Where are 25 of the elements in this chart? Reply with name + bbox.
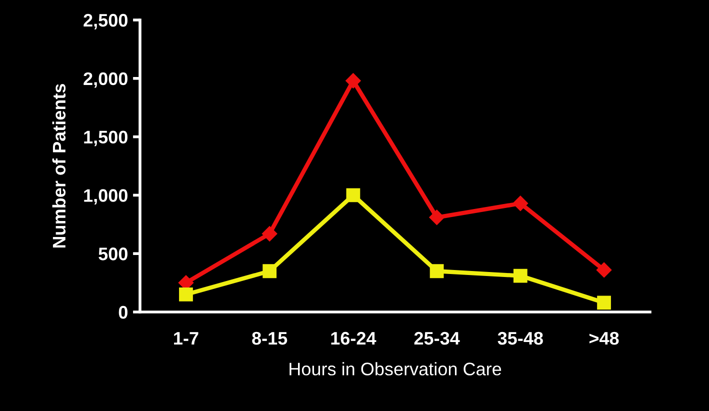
y-axis-title: Number of Patients bbox=[52, 84, 66, 248]
point bbox=[346, 188, 360, 202]
y-tick-label: 500 bbox=[98, 248, 128, 260]
point bbox=[597, 296, 611, 310]
x-tick-label: 8-15 bbox=[252, 332, 288, 345]
point bbox=[346, 73, 361, 88]
y-tick-label: 2,500 bbox=[84, 14, 128, 30]
y-tick-label: 1,000 bbox=[84, 189, 128, 205]
point bbox=[262, 226, 278, 242]
x-tick-label: 16-24 bbox=[331, 332, 376, 345]
x-tick-label: 1-7 bbox=[174, 332, 198, 345]
point bbox=[596, 262, 612, 278]
y-tick-label: 0 bbox=[118, 306, 128, 319]
y-tick-label: 2,000 bbox=[84, 72, 128, 88]
point bbox=[512, 196, 528, 211]
y-tick-label: 1,500 bbox=[84, 130, 128, 146]
point bbox=[179, 288, 193, 302]
x-tick-label: >48 bbox=[589, 332, 619, 345]
point bbox=[513, 268, 528, 283]
x-tick-label: 25-34 bbox=[414, 332, 460, 345]
point bbox=[429, 210, 444, 225]
point bbox=[430, 264, 444, 278]
x-tick-label: 35-48 bbox=[498, 332, 543, 345]
x-axis-title: Hours in Observation Care bbox=[290, 362, 502, 376]
point bbox=[262, 264, 277, 278]
